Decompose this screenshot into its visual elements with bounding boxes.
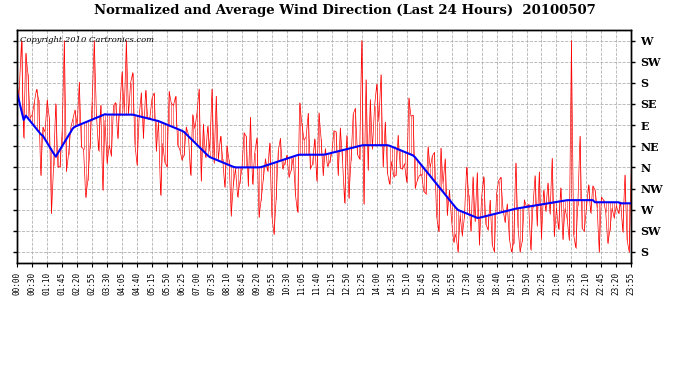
Text: Normalized and Average Wind Direction (Last 24 Hours)  20100507: Normalized and Average Wind Direction (L… bbox=[94, 4, 596, 17]
Text: Copyright 2010 Cartronics.com: Copyright 2010 Cartronics.com bbox=[20, 36, 155, 44]
